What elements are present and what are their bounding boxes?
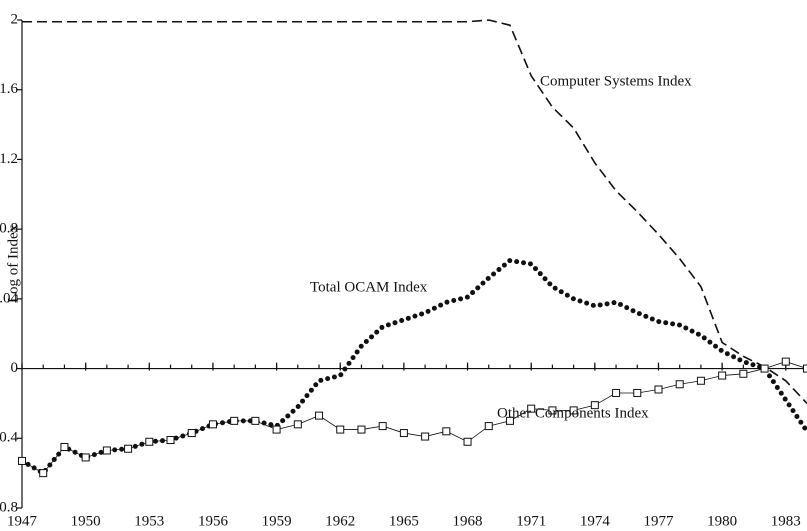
point <box>357 425 366 434</box>
x-tick-label: 1980 <box>707 513 737 529</box>
point <box>590 401 599 410</box>
point <box>484 422 493 431</box>
point <box>569 406 578 415</box>
y-tick-label: 1.2 <box>0 151 18 167</box>
y-tick-label: 0 <box>11 360 19 376</box>
point <box>718 371 727 380</box>
point <box>230 416 239 425</box>
point <box>633 388 642 397</box>
point <box>505 416 514 425</box>
point <box>251 416 260 425</box>
point <box>293 420 302 429</box>
point <box>187 429 196 438</box>
y-tick-label: -0.8 <box>0 499 18 515</box>
y-tick-label: -0.4 <box>0 430 18 446</box>
series-line <box>22 19 807 404</box>
point <box>378 422 387 431</box>
point <box>60 443 69 451</box>
point <box>548 406 557 415</box>
series-line <box>21 361 807 474</box>
x-tick-label: 1947 <box>7 513 38 529</box>
series-label: Total OCAM Index <box>310 279 428 295</box>
point <box>336 425 345 434</box>
point <box>612 388 621 397</box>
point <box>803 364 807 373</box>
series-line <box>19 257 807 477</box>
x-tick-label: 1977 <box>643 513 674 529</box>
x-tick-label: 1983 <box>771 513 801 529</box>
point <box>124 444 133 453</box>
point <box>145 437 154 446</box>
y-axis-label: Log of Index <box>5 224 21 303</box>
point <box>654 385 663 394</box>
point <box>81 453 90 462</box>
point <box>208 420 217 429</box>
point <box>463 437 472 446</box>
point <box>760 364 769 373</box>
x-tick-label: 1971 <box>516 513 546 529</box>
point <box>315 411 324 420</box>
y-tick-label: .04 <box>0 290 19 306</box>
x-tick-label: 1974 <box>580 513 611 529</box>
point <box>739 369 748 378</box>
y-tick-label: 1.6 <box>0 81 19 97</box>
point <box>39 469 48 478</box>
x-tick-label: 1968 <box>453 513 483 529</box>
series-label: Computer Systems Index <box>540 73 692 89</box>
point <box>442 427 451 436</box>
point <box>527 404 536 413</box>
point <box>18 456 26 465</box>
point <box>421 432 430 441</box>
point <box>166 436 175 445</box>
x-tick-label: 1965 <box>389 513 419 529</box>
point <box>399 429 408 438</box>
x-tick-label: 1962 <box>325 513 355 529</box>
point <box>781 357 790 366</box>
x-tick-label: 1950 <box>71 513 101 529</box>
x-tick-label: 1956 <box>198 513 229 529</box>
y-tick-label: 0.8 <box>0 221 18 237</box>
y-tick-label: 2 <box>11 11 19 27</box>
x-tick-label: 1959 <box>262 513 292 529</box>
point <box>675 380 684 389</box>
point <box>102 446 111 455</box>
point <box>272 425 281 434</box>
x-tick-label: 1953 <box>134 513 164 529</box>
series-label: Other Components Index <box>497 405 649 421</box>
point <box>696 376 705 385</box>
